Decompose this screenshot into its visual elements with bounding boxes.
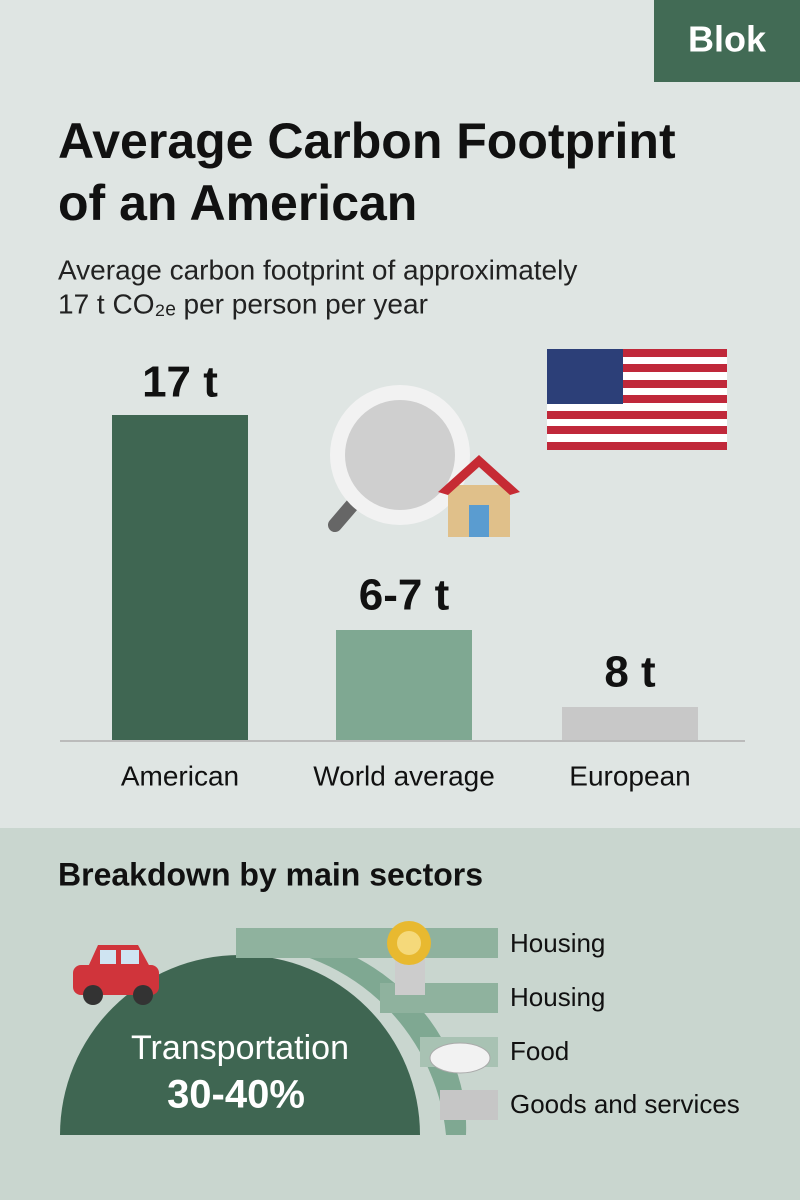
- bar: [112, 415, 248, 741]
- highlight-share: 30-40%: [167, 1073, 305, 1117]
- bar: [336, 630, 472, 741]
- magnifier-icon: [328, 385, 470, 532]
- highlight-label: Transportation: [131, 1029, 349, 1067]
- title-line: Average Carbon Footprint: [58, 113, 676, 169]
- subtitle-line: 17 t CO₂ₑ per person per year: [58, 288, 428, 319]
- bar-category: European: [569, 760, 690, 791]
- section-title: Breakdown by main sectors: [58, 856, 483, 892]
- car-icon: [73, 945, 159, 1005]
- bar-value-label: 8 t: [604, 648, 656, 697]
- bar-value-label: 17 t: [142, 358, 218, 407]
- bar-value-label: 6-7 t: [359, 571, 450, 620]
- legend-bar: [236, 928, 498, 958]
- legend-label: Food: [510, 1036, 569, 1066]
- bar-category: American: [121, 760, 239, 791]
- badge: Blok: [688, 19, 767, 60]
- us-flag: [547, 349, 727, 450]
- subtitle-line: Average carbon footprint of approximatel…: [58, 254, 577, 285]
- bar-category: World average: [313, 760, 495, 791]
- badge-box: [654, 0, 800, 82]
- food-icon: [429, 1042, 491, 1074]
- legend-bar: [440, 1090, 498, 1120]
- sector-icon: [387, 921, 431, 995]
- legend-label: Housing: [510, 982, 605, 1012]
- house-icon: [438, 455, 520, 537]
- legend-label: Housing: [510, 928, 605, 958]
- legend-label: Goods and services: [510, 1089, 740, 1119]
- title-line: of an American: [58, 175, 417, 231]
- bar: [562, 707, 698, 741]
